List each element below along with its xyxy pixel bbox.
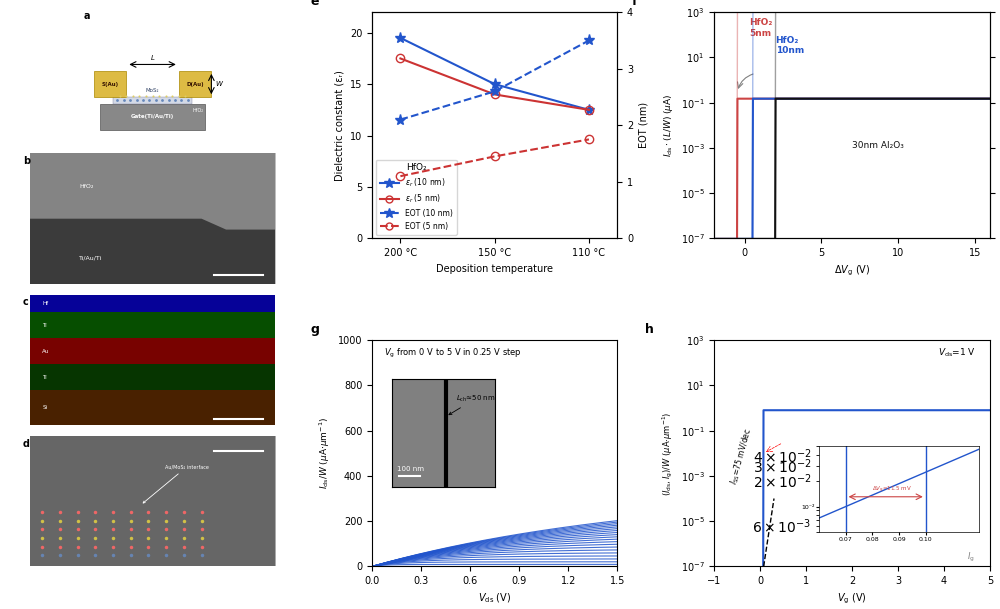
- Text: b: b: [23, 157, 30, 166]
- Text: Au/MoS₂ interface: Au/MoS₂ interface: [143, 464, 209, 503]
- Text: HfO₂: HfO₂: [79, 183, 93, 189]
- X-axis label: $\Delta V_{\rm g}$ (V): $\Delta V_{\rm g}$ (V): [834, 264, 870, 278]
- $\varepsilon_r$ (5 nm): [489, 91, 501, 98]
- Polygon shape: [30, 219, 275, 284]
- Text: W: W: [215, 81, 222, 87]
- FancyBboxPatch shape: [179, 71, 211, 97]
- Line: EOT (10 nm): EOT (10 nm): [395, 35, 595, 125]
- $\varepsilon_r$ (10 nm): [489, 80, 501, 88]
- X-axis label: Deposition temperature: Deposition temperature: [436, 264, 553, 273]
- EOT (10 nm): [489, 88, 501, 95]
- Y-axis label: $(I_{\rm ds}, I_{\rm g})/W$ ($\mu$A$\cdot\mu$m$^{-1}$): $(I_{\rm ds}, I_{\rm g})/W$ ($\mu$A$\cdo…: [660, 411, 675, 496]
- Polygon shape: [30, 364, 275, 390]
- Text: Ti: Ti: [42, 323, 47, 328]
- Text: Gate(Ti/Au/Ti): Gate(Ti/Au/Ti): [131, 114, 174, 119]
- EOT (5 nm): [394, 172, 406, 180]
- Text: D(Au): D(Au): [186, 82, 204, 86]
- Text: MoS₂: MoS₂: [146, 88, 159, 93]
- X-axis label: $V_{\rm g}$ (V): $V_{\rm g}$ (V): [837, 592, 867, 606]
- Text: d: d: [23, 438, 30, 449]
- Text: e: e: [311, 0, 319, 9]
- Legend: $\varepsilon_r$ (10 nm), $\varepsilon_r$ (5 nm), EOT (10 nm), EOT (5 nm): $\varepsilon_r$ (10 nm), $\varepsilon_r$…: [376, 160, 457, 234]
- Text: HfO₂
10nm: HfO₂ 10nm: [776, 36, 804, 55]
- Polygon shape: [30, 338, 275, 364]
- EOT (5 nm): [489, 153, 501, 160]
- Y-axis label: Dielectric constant (εᵣ): Dielectric constant (εᵣ): [334, 70, 344, 181]
- Text: Ti/Au/Ti: Ti/Au/Ti: [79, 255, 102, 261]
- Text: HfO₂: HfO₂: [193, 108, 204, 113]
- Y-axis label: $I_{\rm ds}\cdot(L/W)$ ($\mu$A): $I_{\rm ds}\cdot(L/W)$ ($\mu$A): [662, 94, 675, 157]
- Polygon shape: [30, 295, 275, 312]
- Line: $\varepsilon_r$ (5 nm): $\varepsilon_r$ (5 nm): [396, 54, 593, 114]
- Y-axis label: $I_{\rm ds}/W$ ($\mu$A$\cdot\mu$m$^{-1}$): $I_{\rm ds}/W$ ($\mu$A$\cdot\mu$m$^{-1}$…: [318, 417, 332, 489]
- Y-axis label: EOT (nm): EOT (nm): [639, 102, 649, 149]
- $\varepsilon_r$ (10 nm): [583, 106, 595, 113]
- EOT (10 nm): [583, 37, 595, 44]
- X-axis label: $V_{\rm ds}$ (V): $V_{\rm ds}$ (V): [478, 592, 511, 605]
- Line: $\varepsilon_r$ (10 nm): $\varepsilon_r$ (10 nm): [395, 32, 595, 116]
- Polygon shape: [100, 104, 205, 130]
- Line: EOT (5 nm): EOT (5 nm): [396, 135, 593, 180]
- Text: Au: Au: [42, 348, 50, 354]
- Text: c: c: [23, 297, 28, 308]
- Polygon shape: [30, 312, 275, 338]
- $\varepsilon_r$ (5 nm): [394, 55, 406, 62]
- $\varepsilon_r$ (5 nm): [583, 106, 595, 113]
- FancyBboxPatch shape: [94, 71, 126, 97]
- Text: $V_{\rm g}$ from 0 V to 5 V in 0.25 V step: $V_{\rm g}$ from 0 V to 5 V in 0.25 V st…: [384, 347, 522, 360]
- Text: f: f: [632, 0, 637, 9]
- Text: g: g: [311, 323, 320, 336]
- Polygon shape: [113, 97, 192, 104]
- $\varepsilon_r$ (10 nm): [394, 34, 406, 41]
- Text: S(Au): S(Au): [102, 82, 119, 86]
- Text: $I_{\rm SS}$=75 mV/dec: $I_{\rm SS}$=75 mV/dec: [728, 427, 755, 486]
- Text: Si: Si: [42, 405, 47, 410]
- Polygon shape: [30, 390, 275, 425]
- Text: $I_{\rm g}$: $I_{\rm g}$: [967, 551, 975, 564]
- Text: $V_{\rm ds}$=1 V: $V_{\rm ds}$=1 V: [938, 347, 976, 359]
- Text: L: L: [151, 55, 154, 60]
- EOT (5 nm): [583, 136, 595, 143]
- Text: Ti: Ti: [42, 375, 47, 380]
- Text: 30nm Al₂O₃: 30nm Al₂O₃: [852, 141, 904, 150]
- EOT (10 nm): [394, 116, 406, 123]
- Text: HfO₂
5nm: HfO₂ 5nm: [749, 18, 773, 38]
- Text: a: a: [83, 11, 90, 21]
- Text: h: h: [645, 323, 654, 336]
- Text: Hf: Hf: [42, 301, 48, 306]
